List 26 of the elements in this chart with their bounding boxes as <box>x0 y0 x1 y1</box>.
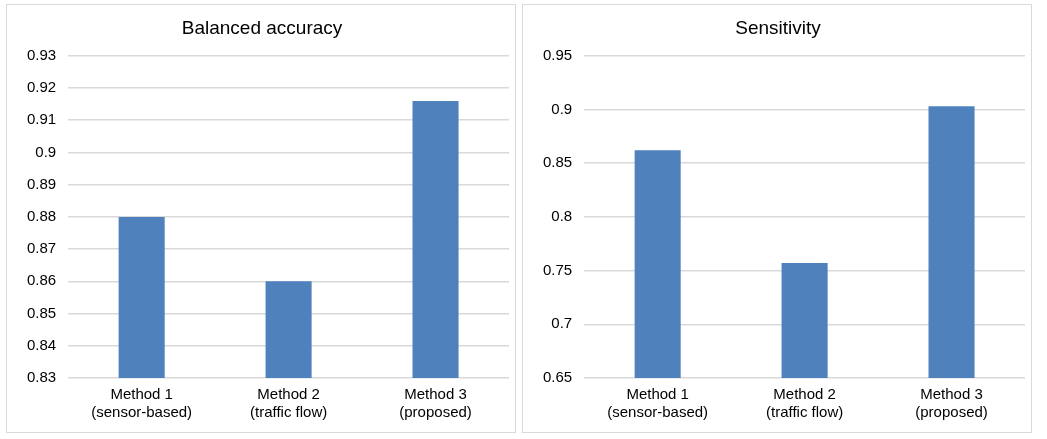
y-tick-label: 0.89 <box>26 174 57 192</box>
y-tick-label: 0.85 <box>542 153 573 171</box>
y-tick-label: 0.92 <box>26 78 57 96</box>
chart-title: Sensitivity <box>735 16 822 38</box>
y-tick-label: 0.9 <box>35 142 57 160</box>
y-tick-label: 0.93 <box>26 45 57 63</box>
x-tick-label: Method 1 (sensor-based) <box>91 385 193 421</box>
x-tick-label: Method 2 (traffic flow) <box>765 385 844 421</box>
y-tick-label: 0.7 <box>551 314 573 332</box>
y-tick-label: 0.83 <box>26 368 57 386</box>
chart-title: Balanced accuracy <box>181 16 343 38</box>
y-tick-label: 0.91 <box>26 110 57 128</box>
y-tick-label: 0.86 <box>26 271 57 289</box>
x-tick-label: Method 3 (proposed) <box>915 385 988 421</box>
y-tick-label: 0.84 <box>26 335 57 353</box>
y-tick-label: 0.88 <box>26 207 57 225</box>
x-tick-label: Method 2 (traffic flow) <box>249 385 328 421</box>
y-tick-label: 0.75 <box>542 260 573 278</box>
y-tick-label: 0.95 <box>542 45 573 63</box>
y-tick-label: 0.9 <box>551 99 573 117</box>
x-tick-label: Method 1 (sensor-based) <box>607 385 709 421</box>
y-tick-label: 0.8 <box>551 207 573 225</box>
x-tick-label: Method 3 (proposed) <box>399 385 472 421</box>
y-tick-label: 0.85 <box>26 303 57 321</box>
y-tick-label: 0.65 <box>542 368 573 386</box>
y-tick-label: 0.87 <box>26 239 57 257</box>
